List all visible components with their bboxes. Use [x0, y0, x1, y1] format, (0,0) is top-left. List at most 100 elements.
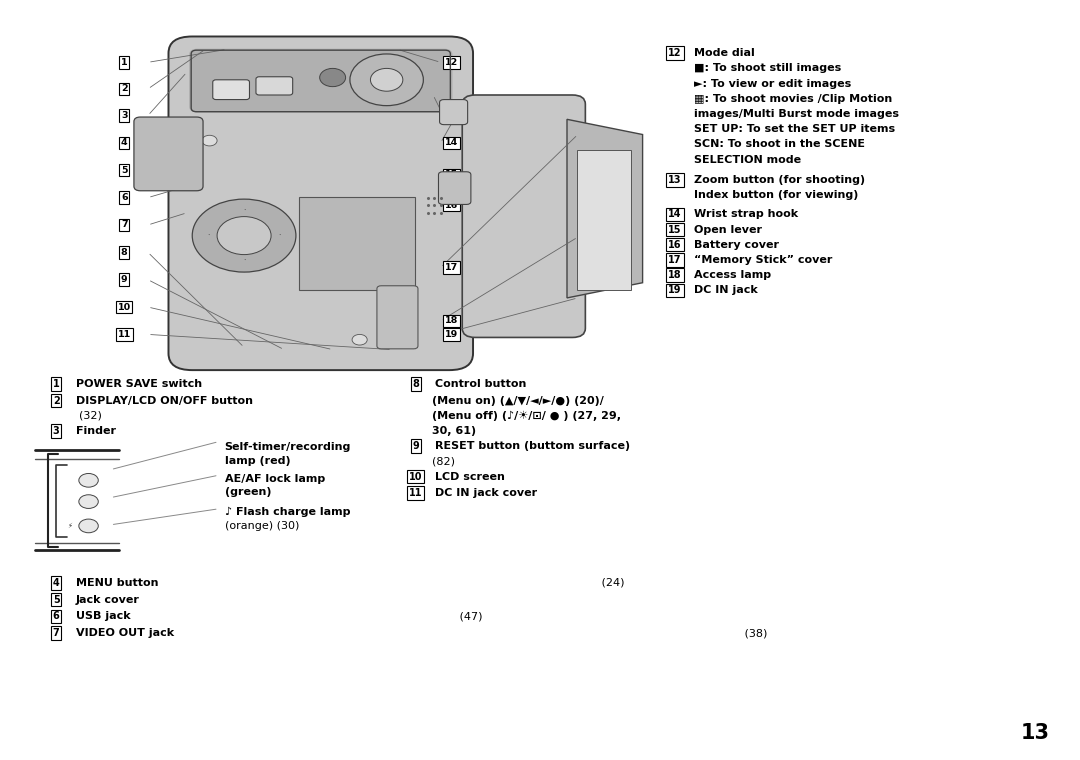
Text: SELECTION mode: SELECTION mode: [694, 154, 801, 165]
Text: 11: 11: [409, 488, 422, 499]
Text: 10: 10: [409, 471, 422, 482]
Text: ▦: To shoot movies /Clip Motion: ▦: To shoot movies /Clip Motion: [694, 93, 893, 104]
Text: (orange) (30): (orange) (30): [225, 521, 299, 531]
Text: Access lamp: Access lamp: [694, 270, 771, 280]
Text: 14: 14: [445, 138, 458, 147]
Text: Zoom button (for shooting): Zoom button (for shooting): [694, 175, 865, 185]
Text: 10: 10: [118, 302, 131, 312]
Text: •: •: [207, 233, 210, 238]
Text: 13: 13: [445, 106, 458, 115]
FancyBboxPatch shape: [168, 36, 473, 370]
Text: MENU button: MENU button: [76, 578, 158, 588]
Text: 3: 3: [53, 426, 59, 436]
Text: (Menu off) (♪/☀/⊡/ ● ) (27, 29,: (Menu off) (♪/☀/⊡/ ● ) (27, 29,: [432, 410, 621, 421]
Text: 6: 6: [53, 611, 59, 622]
Circle shape: [79, 473, 98, 487]
Circle shape: [192, 199, 296, 272]
Text: 7: 7: [53, 628, 59, 638]
Circle shape: [370, 68, 403, 91]
Text: 13: 13: [669, 175, 681, 185]
Text: 16: 16: [445, 201, 458, 210]
Circle shape: [202, 135, 217, 146]
Circle shape: [79, 495, 98, 508]
Text: 8: 8: [121, 248, 127, 257]
Text: 3: 3: [121, 111, 127, 120]
Text: 13: 13: [1021, 724, 1050, 743]
Text: 15: 15: [669, 224, 681, 235]
Text: DISPLAY/LCD ON/OFF button: DISPLAY/LCD ON/OFF button: [76, 395, 253, 406]
Text: (Menu on) (▲/▼/◄/►/●) (20)/: (Menu on) (▲/▼/◄/►/●) (20)/: [432, 395, 604, 406]
Text: 2: 2: [53, 395, 59, 406]
Text: “Memory Stick” cover: “Memory Stick” cover: [694, 255, 833, 265]
Text: (24): (24): [598, 578, 625, 588]
Text: 5: 5: [53, 594, 59, 605]
Circle shape: [352, 334, 367, 345]
FancyBboxPatch shape: [189, 49, 453, 112]
Text: 9: 9: [413, 441, 419, 451]
Text: Battery cover: Battery cover: [694, 239, 780, 250]
Circle shape: [320, 68, 346, 87]
FancyBboxPatch shape: [213, 80, 249, 100]
Text: 15: 15: [445, 170, 458, 179]
FancyBboxPatch shape: [256, 77, 293, 95]
FancyBboxPatch shape: [377, 286, 418, 349]
Text: images/Multi Burst mode images: images/Multi Burst mode images: [694, 109, 900, 119]
Text: 6: 6: [121, 193, 127, 202]
FancyBboxPatch shape: [438, 172, 471, 204]
Text: 4: 4: [53, 578, 59, 588]
Text: (47): (47): [456, 611, 483, 622]
Text: (green): (green): [225, 487, 271, 498]
Text: 9: 9: [121, 275, 127, 284]
Text: 19: 19: [445, 330, 458, 339]
Text: ■: To shoot still images: ■: To shoot still images: [694, 63, 841, 74]
Text: 5: 5: [121, 166, 127, 175]
Text: 18: 18: [669, 270, 681, 280]
Text: Open lever: Open lever: [694, 224, 762, 235]
Text: LCD screen: LCD screen: [435, 471, 505, 482]
Text: AE/AF lock lamp: AE/AF lock lamp: [225, 473, 325, 484]
Text: POWER SAVE switch: POWER SAVE switch: [76, 378, 202, 389]
Circle shape: [350, 54, 423, 106]
Text: •: •: [279, 233, 281, 238]
FancyBboxPatch shape: [440, 100, 468, 125]
Text: Index button (for viewing): Index button (for viewing): [694, 190, 859, 201]
Text: ⚡: ⚡: [68, 523, 72, 529]
Text: Finder: Finder: [76, 426, 116, 436]
Text: DC IN jack cover: DC IN jack cover: [435, 488, 538, 499]
Text: ►: To view or edit images: ►: To view or edit images: [694, 78, 852, 89]
Text: Mode dial: Mode dial: [694, 48, 755, 59]
FancyBboxPatch shape: [299, 197, 415, 290]
Text: (82): (82): [432, 456, 455, 467]
Text: lamp (red): lamp (red): [225, 455, 291, 466]
Text: 17: 17: [445, 263, 458, 272]
Text: Jack cover: Jack cover: [76, 594, 139, 605]
Text: Self-timer/recording: Self-timer/recording: [225, 442, 351, 452]
Text: 19: 19: [669, 285, 681, 296]
Text: 14: 14: [669, 209, 681, 220]
Text: Control button: Control button: [435, 378, 527, 389]
Text: ♪ Flash charge lamp: ♪ Flash charge lamp: [225, 507, 350, 518]
Text: •: •: [243, 258, 245, 263]
Circle shape: [217, 217, 271, 255]
Text: 17: 17: [669, 255, 681, 265]
Text: 30, 61): 30, 61): [432, 426, 476, 436]
Text: (38): (38): [741, 628, 767, 638]
Text: 7: 7: [121, 220, 127, 230]
Polygon shape: [567, 119, 643, 298]
Text: 18: 18: [445, 316, 458, 325]
Text: Wrist strap hook: Wrist strap hook: [694, 209, 798, 220]
Text: 8: 8: [413, 378, 419, 389]
Text: RESET button (buttom surface): RESET button (buttom surface): [435, 441, 631, 451]
Text: 16: 16: [669, 239, 681, 250]
Text: •: •: [243, 208, 245, 213]
Text: USB jack: USB jack: [76, 611, 131, 622]
Text: 11: 11: [118, 330, 131, 339]
Text: 1: 1: [121, 58, 127, 67]
FancyBboxPatch shape: [134, 117, 203, 191]
Text: 1: 1: [53, 378, 59, 389]
Text: 4: 4: [121, 138, 127, 147]
Text: (32): (32): [79, 410, 102, 421]
Text: VIDEO OUT jack: VIDEO OUT jack: [76, 628, 174, 638]
FancyBboxPatch shape: [577, 150, 631, 290]
Text: SCN: To shoot in the SCENE: SCN: To shoot in the SCENE: [694, 139, 865, 150]
